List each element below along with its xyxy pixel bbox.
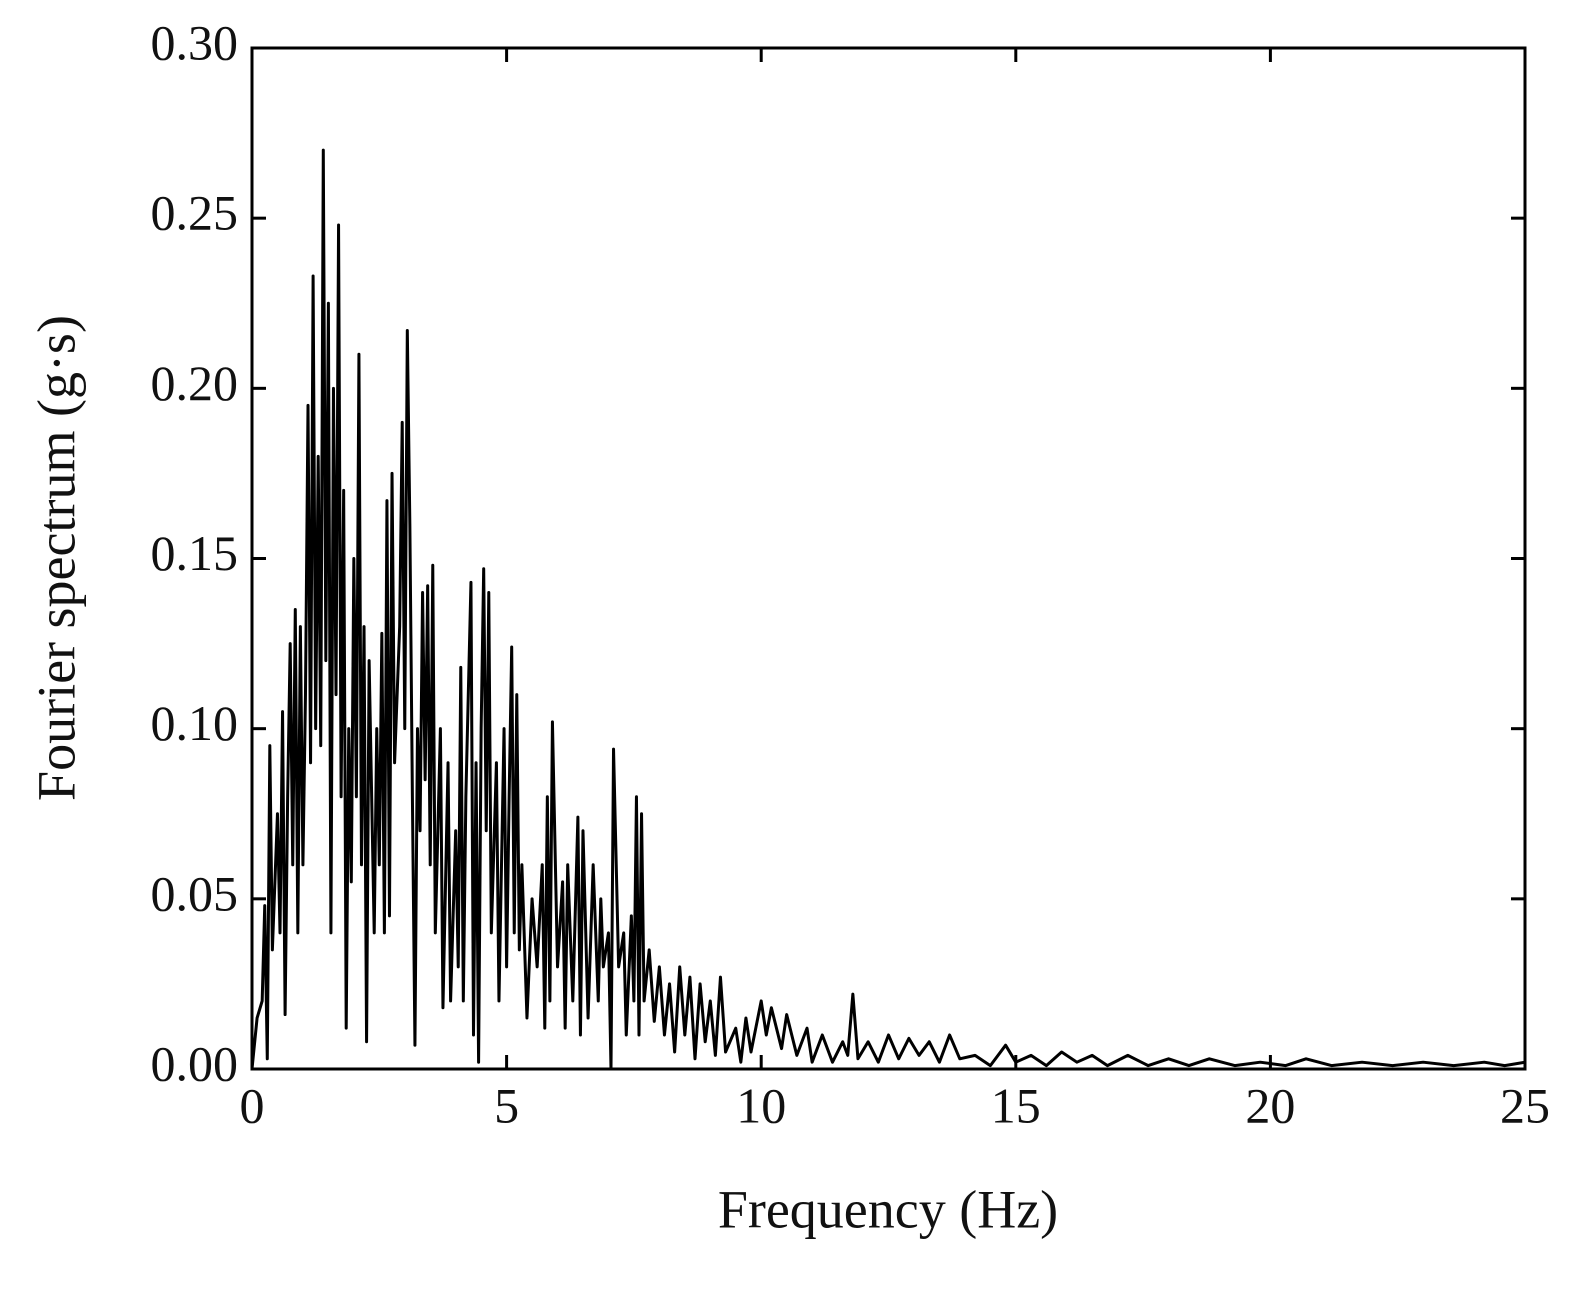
y-tick-label: 0.05 [151, 865, 239, 921]
x-axis-title: Frequency (Hz) [718, 1179, 1058, 1239]
x-tick-label: 10 [736, 1077, 786, 1133]
y-tick-label: 0.00 [151, 1035, 239, 1091]
y-axis-title: Fourier spectrum (g·s) [26, 315, 86, 801]
y-tick-label: 0.30 [151, 14, 239, 70]
plot-frame [250, 46, 1527, 1071]
y-tick-label: 0.10 [151, 695, 239, 751]
y-tick-label: 0.25 [151, 185, 239, 241]
y-tick-label: 0.20 [151, 355, 239, 411]
y-tick-label: 0.15 [151, 525, 239, 581]
x-tick-label: 25 [1500, 1077, 1550, 1133]
x-tick-label: 20 [1245, 1077, 1295, 1133]
spectrum-line [250, 148, 1526, 1071]
x-tick-label: 15 [991, 1077, 1041, 1133]
x-tick-label: 5 [494, 1077, 519, 1133]
x-tick-label: 0 [240, 1077, 265, 1133]
